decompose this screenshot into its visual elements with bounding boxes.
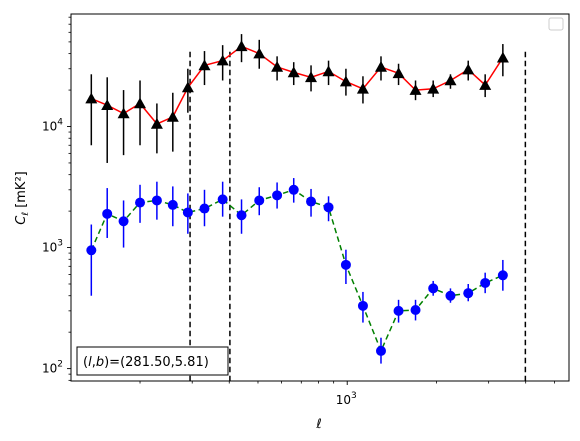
y-axis-label-text: Cℓ [mK²] [14,171,31,224]
circle-marker [497,270,508,281]
circle-marker [340,259,351,270]
circle-marker [306,196,317,207]
triangle-marker [339,75,352,87]
triangle-marker [409,84,422,95]
circle-marker [375,345,386,356]
triangle-marker [287,66,300,78]
circle-marker [272,190,283,201]
triangle-marker [271,61,284,72]
circle-marker [445,290,456,301]
triangle-marker [444,74,457,86]
circle-marker [118,216,129,227]
circle-marker [199,203,210,214]
annotation-text: (l,b)=(281.50,5.81) [83,355,209,370]
circle-marker [135,197,146,208]
legend-box[interactable] [548,17,564,31]
triangle-marker [134,97,146,109]
triangle-marker [150,117,163,129]
triangle-marker [117,107,130,119]
y-axis-label: Cℓ [mK²] [14,171,31,224]
x-axis-label: ℓ [315,417,321,432]
circle-marker [288,184,299,195]
triangle-marker [253,47,266,59]
circle-marker [410,304,421,315]
circle-marker [357,300,368,311]
triangle-marker [198,59,211,71]
circle-marker [463,288,474,299]
triangle-marker [166,110,179,122]
triangle-marker [496,51,509,63]
circle-marker [167,199,178,210]
triangle-marker [235,40,248,52]
triangle-marker [479,79,492,90]
plot-frame [70,13,570,382]
triangle-marker [85,92,98,104]
y-tick-label: 103 [42,239,63,255]
plot-layer [85,34,527,381]
circle-marker [86,245,97,256]
annotation-frame [76,346,229,376]
circle-marker [182,207,193,218]
y-tick-label: 104 [42,118,63,134]
circle-marker [217,194,228,205]
circle-marker [236,210,247,221]
triangle-marker [216,54,229,66]
circle-marker [428,283,439,294]
circle-marker [102,208,113,219]
tick-layer: 103 102 103 104 [42,16,555,407]
circle-marker [393,305,404,316]
triangle-marker [305,71,317,83]
triangle-marker [181,81,194,93]
circle-marker [323,202,334,213]
triangle-marker [375,61,387,72]
triangle-marker [462,63,475,75]
annotation-box: (l,b)=(281.50,5.81) [76,346,229,376]
circle-marker [480,277,491,288]
triangle-marker [392,67,405,79]
circle-marker [151,195,162,206]
y-tick-label: 102 [42,360,63,376]
triangle-marker [356,82,369,94]
circle-marker [254,195,265,206]
triangle-marker [427,82,440,94]
triangle-marker [322,65,335,77]
triangle-marker [101,99,114,110]
x-tick-label: 103 [336,391,357,407]
